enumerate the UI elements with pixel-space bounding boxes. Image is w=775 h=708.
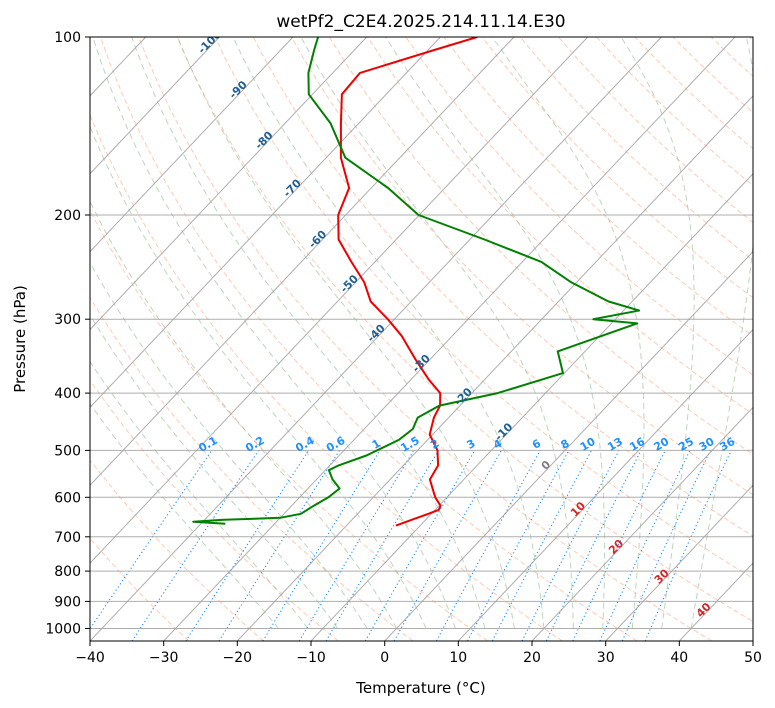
dry-adiabat-line	[90, 379, 339, 641]
y-tick-label: 800	[54, 564, 81, 580]
isotherm-line	[90, 37, 589, 564]
dry-adiabat-line	[405, 37, 753, 376]
axes: −40 −30 −20 −10 0 10 20 30 40 50 100 200 300 400 500 60…	[45, 30, 762, 666]
mixing-ratio-line	[298, 450, 415, 641]
isotherm-line	[90, 37, 294, 253]
moist-adiabat-line	[491, 37, 645, 629]
isotherm-line	[457, 328, 753, 641]
background-lines	[90, 37, 753, 641]
isotherm-line	[90, 37, 515, 486]
mixing-ratio-line	[572, 450, 666, 641]
x-tick-label: 20	[523, 650, 541, 666]
x-tick-label: 40	[670, 650, 688, 666]
mixing-ratio-line	[262, 450, 381, 641]
mixing-ratio-line	[185, 450, 310, 641]
y-tick-label: 100	[54, 30, 81, 46]
dry-adiabat-line	[90, 459, 264, 641]
y-tick-label: 500	[54, 443, 81, 459]
moist-adiabat-line	[232, 37, 545, 629]
dry-adiabat-line	[176, 37, 753, 623]
moist-adiabat-line	[300, 37, 574, 629]
isotherm-line	[90, 37, 662, 641]
mixing-ratio-line	[435, 450, 541, 641]
x-axis-title: Temperature (°C)	[355, 679, 485, 697]
x-tick-label: 30	[597, 650, 615, 666]
x-tick-label: 10	[449, 650, 467, 666]
moist-adiabat-line	[177, 37, 515, 629]
moist-adiabat-line	[90, 314, 339, 629]
mixing-ratio-line	[325, 450, 440, 641]
moist-adiabat-line	[92, 37, 456, 629]
isotherm-line	[236, 95, 753, 641]
dry-adiabat-line	[214, 37, 753, 579]
dry-adiabat-line	[90, 209, 488, 641]
moist-adiabat-line	[690, 37, 753, 629]
moist-adiabat-line	[90, 403, 280, 629]
dewpoint-trace	[192, 37, 641, 525]
dry-adiabat-line	[90, 113, 563, 641]
dry-adiabat-line	[367, 37, 753, 415]
x-tick-label: 0	[380, 650, 389, 666]
isotherm-line	[384, 250, 753, 641]
x-tick-label: −40	[75, 650, 105, 666]
x-tick-label: −30	[149, 650, 179, 666]
y-tick-label: 600	[54, 490, 81, 506]
x-tick-label: 50	[744, 650, 762, 666]
plot-frame	[89, 36, 754, 642]
moist-adiabat-line	[90, 125, 427, 629]
isotherm-line	[531, 406, 753, 641]
moist-adiabat-line	[131, 37, 486, 629]
isotherm-line	[605, 484, 753, 641]
moist-adiabat-line	[385, 37, 606, 629]
y-axis-title: Pressure (hPa)	[11, 285, 29, 393]
mixing-ratio-line	[218, 450, 340, 641]
mixing-ratio-line	[467, 450, 570, 641]
isotherm-line	[163, 37, 736, 641]
mixing-ratio-line	[545, 450, 642, 641]
chart-title: wetPf2_C2E4.2025.214.11.14.E30	[276, 12, 565, 32]
dry-adiabat-line	[290, 37, 753, 496]
moist-adiabat-line	[90, 261, 368, 629]
moist-adiabat-line	[90, 360, 309, 629]
x-tick-label: −20	[223, 650, 253, 666]
isotherm-line	[90, 37, 441, 409]
sounding-traces	[192, 37, 641, 527]
dry-adiabat-line	[90, 537, 190, 641]
y-tick-label: 1000	[45, 622, 81, 638]
isotherm-line	[90, 37, 368, 331]
isotherm-line	[90, 37, 220, 175]
mixing-ratio-line	[364, 450, 476, 641]
y-tick-label: 700	[54, 530, 81, 546]
dry-adiabat-line	[481, 37, 753, 299]
x-tick-label: −10	[296, 650, 326, 666]
isotherm-line	[310, 173, 753, 641]
moist-adiabat-line	[90, 200, 397, 629]
y-tick-label: 200	[54, 208, 81, 224]
y-tick-label: 300	[54, 312, 81, 328]
dry-adiabat-line	[100, 37, 638, 641]
y-tick-label: 400	[54, 386, 81, 402]
moist-adiabat-line	[620, 37, 695, 629]
plot-background	[90, 37, 753, 641]
y-tick-label: 900	[54, 594, 81, 610]
